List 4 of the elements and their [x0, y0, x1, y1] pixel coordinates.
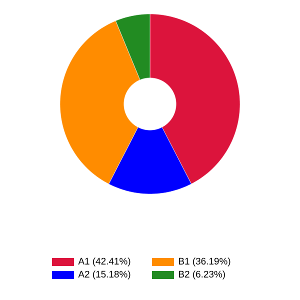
- legend-label: A2 (15.18%): [78, 270, 130, 280]
- legend-label: A1 (42.41%): [78, 258, 130, 266]
- legend-label: B1 (36.19%): [178, 258, 230, 266]
- legend-label: B2 (6.23%): [178, 270, 225, 280]
